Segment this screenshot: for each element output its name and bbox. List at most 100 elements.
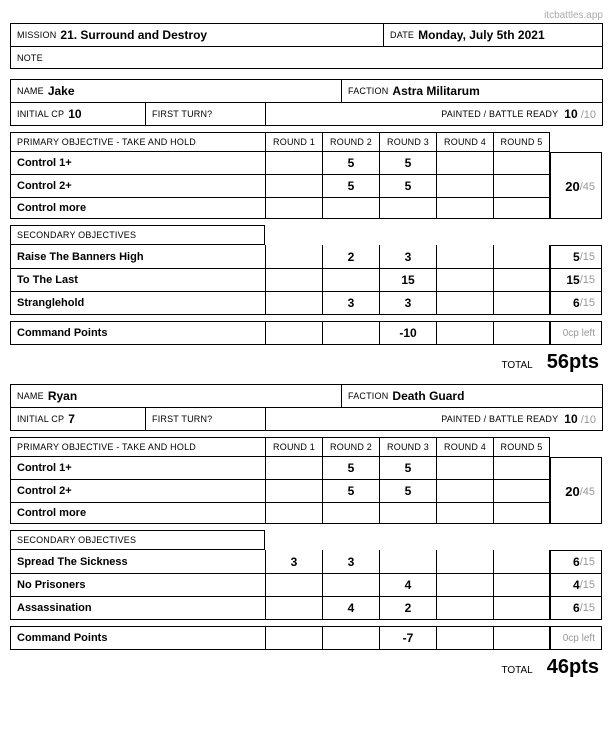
round-cell	[493, 574, 550, 597]
watermark: itcbattles.app	[10, 10, 603, 21]
secondary-total: 6 /15	[550, 597, 602, 620]
player-block: NAMEJakeFACTIONAstra MilitarumINITIAL CP…	[10, 79, 603, 374]
secondary-label: SECONDARY OBJECTIVES	[10, 530, 265, 550]
round-cell: 4	[322, 597, 379, 620]
round-cell	[265, 269, 322, 292]
painted-label: PAINTED / BATTLE READY	[441, 109, 558, 119]
objective-name: Assassination	[10, 597, 265, 620]
secondary-total: 4 /15	[550, 574, 602, 597]
cp-cell: -10	[379, 321, 436, 345]
round-cell	[265, 503, 322, 524]
round-cell	[265, 198, 322, 219]
objective-name: Control more	[10, 503, 265, 524]
player-total: TOTAL46pts	[10, 650, 603, 679]
cp-cell	[265, 321, 322, 345]
round-cell	[493, 198, 550, 219]
secondary-total: 6 /15	[550, 292, 602, 315]
round-cell	[436, 457, 493, 480]
objective-name: No Prisoners	[10, 574, 265, 597]
round-cell	[493, 480, 550, 503]
objective-name: Spread The Sickness	[10, 550, 265, 574]
round-cell: 4	[379, 574, 436, 597]
mission-header: MISSION 21. Surround and Destroy DATE Mo…	[10, 23, 603, 47]
initial-cp-label: INITIAL CP	[17, 414, 64, 424]
round-cell	[436, 292, 493, 315]
primary-total: 20 /45	[550, 175, 602, 198]
round-cell: 3	[322, 292, 379, 315]
first-turn-label: FIRST TURN?	[152, 414, 212, 424]
round-cell	[322, 574, 379, 597]
round-cell	[436, 574, 493, 597]
round-cell: 5	[322, 457, 379, 480]
round-cell: 5	[322, 480, 379, 503]
objective-name: Stranglehold	[10, 292, 265, 315]
cp-left: 0cp left	[550, 321, 602, 345]
cp-cell: -7	[379, 626, 436, 650]
primary-total-cell	[550, 457, 602, 480]
cp-cell	[436, 321, 493, 345]
cp-cell	[322, 321, 379, 345]
round-cell: 5	[379, 457, 436, 480]
objective-name: Control 1+	[10, 152, 265, 175]
painted-max: /10	[578, 414, 596, 426]
note-row: NOTE	[10, 47, 603, 69]
round-cell	[265, 175, 322, 198]
round-cell	[265, 480, 322, 503]
name-label: NAME	[17, 391, 44, 401]
round-header: ROUND 1	[265, 132, 322, 152]
cp-cell	[436, 626, 493, 650]
round-header: ROUND 2	[322, 132, 379, 152]
round-cell: 5	[322, 175, 379, 198]
round-cell	[265, 152, 322, 175]
round-cell	[265, 457, 322, 480]
round-cell	[436, 175, 493, 198]
primary-total-cell	[550, 152, 602, 175]
player-faction: Death Guard	[392, 389, 464, 403]
player-block: NAMERyanFACTIONDeath GuardINITIAL CP7FIR…	[10, 384, 603, 679]
round-cell	[265, 245, 322, 269]
round-cell	[493, 175, 550, 198]
painted-score: 10	[564, 107, 577, 121]
round-cell	[493, 152, 550, 175]
secondary-total: 5 /15	[550, 245, 602, 269]
note-label: NOTE	[17, 53, 43, 63]
round-cell	[436, 480, 493, 503]
round-header: ROUND 4	[436, 132, 493, 152]
round-cell: 3	[379, 292, 436, 315]
painted-label: PAINTED / BATTLE READY	[441, 414, 558, 424]
round-header: ROUND 3	[379, 437, 436, 457]
round-cell	[379, 503, 436, 524]
player-total: TOTAL56pts	[10, 345, 603, 374]
round-cell	[322, 503, 379, 524]
date-label: DATE	[390, 30, 414, 40]
round-cell	[493, 457, 550, 480]
primary-total-cell	[550, 503, 602, 524]
cp-cell	[493, 321, 550, 345]
round-cell	[436, 550, 493, 574]
round-cell	[379, 198, 436, 219]
date-value: Monday, July 5th 2021	[418, 28, 545, 42]
mission-label: MISSION	[17, 30, 56, 40]
player-faction: Astra Militarum	[392, 84, 479, 98]
secondary-total: 15 /15	[550, 269, 602, 292]
round-cell	[265, 292, 322, 315]
primary-total-cell	[550, 198, 602, 219]
cp-cell	[265, 626, 322, 650]
player-name: Jake	[48, 84, 75, 98]
round-cell: 5	[379, 175, 436, 198]
mission-value: 21. Surround and Destroy	[60, 28, 207, 42]
round-cell	[493, 245, 550, 269]
round-cell: 3	[379, 245, 436, 269]
painted-max: /10	[578, 109, 596, 121]
round-cell	[265, 574, 322, 597]
objective-name: To The Last	[10, 269, 265, 292]
cp-row-label: Command Points	[10, 626, 265, 650]
round-header: ROUND 2	[322, 437, 379, 457]
round-cell: 2	[322, 245, 379, 269]
round-cell	[493, 503, 550, 524]
round-cell: 5	[379, 480, 436, 503]
round-cell	[436, 152, 493, 175]
round-cell	[493, 550, 550, 574]
round-cell	[493, 597, 550, 620]
round-cell: 5	[379, 152, 436, 175]
